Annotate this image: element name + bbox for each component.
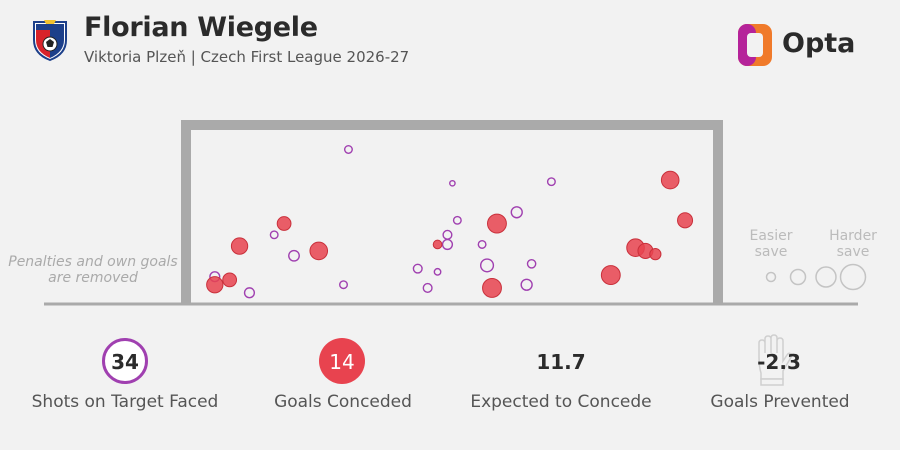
exclusion-note-line2: are removed <box>48 270 138 286</box>
stat-value-shots-faced: 34 <box>111 350 139 374</box>
difficulty-legend <box>765 263 867 291</box>
save-point <box>441 238 454 251</box>
goal-point <box>482 278 502 298</box>
save-point <box>343 145 353 154</box>
legend-circle-3 <box>815 266 837 288</box>
save-point <box>339 280 348 290</box>
save-point <box>510 206 523 219</box>
saves-series <box>209 145 556 299</box>
stat-value-expected-concede: 11.7 <box>536 350 586 374</box>
legend-easier-line1: Easier <box>749 228 793 244</box>
save-point <box>520 278 533 291</box>
save-point <box>479 258 495 273</box>
legend-circle-4 <box>839 263 867 291</box>
save-point <box>452 215 462 225</box>
save-point <box>433 267 442 276</box>
goal-point <box>206 276 224 294</box>
save-point <box>546 177 556 187</box>
goal-point <box>660 170 680 190</box>
exclusion-note-line1: Penalties and own goals <box>8 254 178 270</box>
save-point <box>526 258 537 269</box>
legend-circle-2 <box>789 268 807 286</box>
stat-label-shots-faced: Shots on Target Faced <box>31 392 219 412</box>
goal-point <box>487 213 507 234</box>
goal-point <box>309 241 329 261</box>
opta-logo-icon <box>738 24 772 66</box>
goal-point <box>276 216 292 231</box>
stat-label-expected-concede: Expected to Concede <box>470 392 652 412</box>
page-title: Florian Wiegele <box>84 12 318 43</box>
legend-harder-label: Harder save <box>823 228 883 260</box>
goal-frame <box>181 120 723 304</box>
save-point <box>449 179 456 187</box>
legend-harder-line1: Harder <box>829 228 877 244</box>
save-point <box>442 229 453 240</box>
goal-point <box>432 239 443 250</box>
shots-faced-ring-icon <box>102 338 148 384</box>
stat-label-goals-conceded: Goals Conceded <box>274 392 412 412</box>
goal-point <box>677 212 694 229</box>
page-subtitle: Viktoria Plzeň | Czech First League 2026… <box>84 48 410 66</box>
goals-series <box>206 170 694 298</box>
legend-circle-1 <box>765 271 777 283</box>
club-crest-icon <box>33 20 67 62</box>
exclusion-note: Penalties and own goals are removed <box>6 254 180 286</box>
save-point <box>422 282 433 293</box>
legend-easier-line2: save <box>754 244 788 260</box>
legend-harder-line2: save <box>836 244 870 260</box>
goal-point <box>222 272 238 288</box>
brand-name: Opta <box>782 28 856 59</box>
goals-conceded-ring-icon <box>319 338 365 384</box>
save-point <box>288 249 300 262</box>
goal-point <box>230 237 249 255</box>
stat-value-goals-prevented: -2.3 <box>757 350 801 374</box>
save-point <box>269 230 279 240</box>
goal-point <box>649 248 662 261</box>
save-point <box>243 287 256 299</box>
goalkeeper-glove-icon <box>758 334 793 386</box>
save-point <box>477 239 487 249</box>
stat-label-goals-prevented: Goals Prevented <box>710 392 850 412</box>
save-point <box>412 263 423 274</box>
goal-point <box>600 265 621 286</box>
stat-value-goals-conceded: 14 <box>329 350 355 374</box>
legend-easier-label: Easier save <box>741 228 801 260</box>
